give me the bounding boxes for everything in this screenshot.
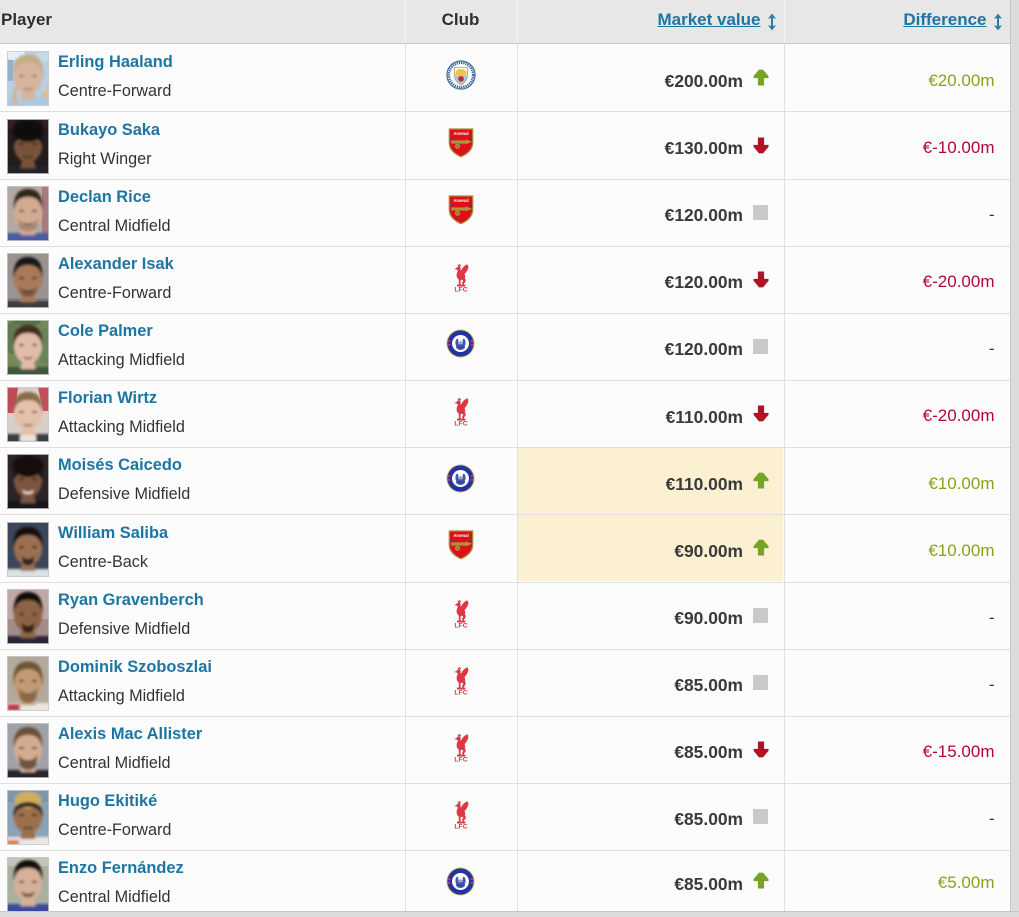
svg-text:Arsenal: Arsenal xyxy=(453,198,468,203)
svg-text:LFC: LFC xyxy=(454,286,467,292)
svg-text:Arsenal: Arsenal xyxy=(453,131,468,136)
svg-text:Arsenal: Arsenal xyxy=(453,533,468,538)
svg-text:LFC: LFC xyxy=(454,823,467,829)
svg-text:LFC: LFC xyxy=(454,756,467,762)
svg-text:LFC: LFC xyxy=(454,622,467,628)
svg-text:LFC: LFC xyxy=(454,689,467,695)
svg-text:LFC: LFC xyxy=(454,420,467,426)
